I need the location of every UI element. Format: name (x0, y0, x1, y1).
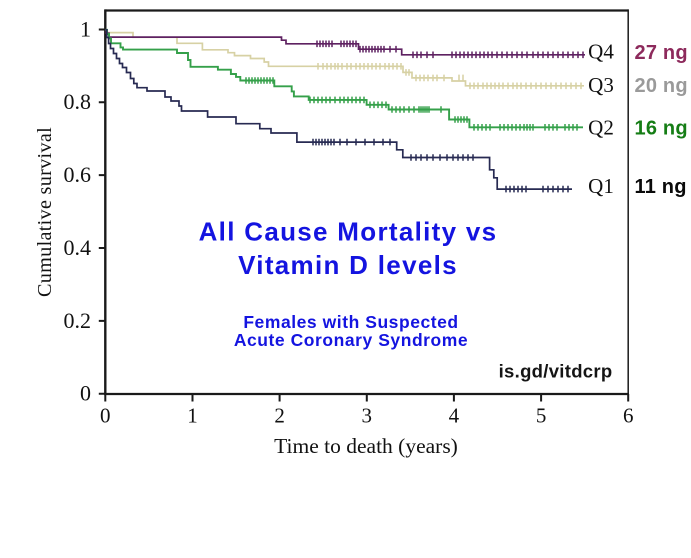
svg-text:Q2: Q2 (588, 115, 614, 139)
svg-text:27 ng: 27 ng (635, 42, 688, 64)
svg-text:11 ng: 11 ng (635, 176, 687, 198)
svg-text:Q4: Q4 (588, 40, 614, 64)
svg-text:4: 4 (449, 404, 460, 428)
svg-text:Vitamin D levels: Vitamin D levels (238, 250, 458, 280)
svg-text:Females with Suspected: Females with Suspected (243, 312, 458, 332)
svg-text:0.6: 0.6 (64, 162, 92, 187)
svg-text:16 ng: 16 ng (635, 117, 688, 139)
svg-text:Time to death (years): Time to death (years) (274, 434, 458, 458)
svg-text:1: 1 (187, 404, 198, 428)
svg-text:5: 5 (536, 404, 547, 428)
svg-text:Cumulative survival: Cumulative survival (34, 127, 56, 297)
svg-text:2: 2 (274, 404, 285, 428)
svg-text:1: 1 (80, 16, 91, 41)
svg-text:3: 3 (362, 404, 373, 428)
svg-text:is.gd/vitdcrp: is.gd/vitdcrp (499, 361, 613, 382)
svg-text:Q3: Q3 (588, 73, 614, 97)
svg-text:20 ng: 20 ng (635, 75, 688, 97)
svg-text:0: 0 (100, 404, 111, 428)
svg-text:Q1: Q1 (588, 174, 614, 198)
svg-text:Acute Coronary Syndrome: Acute Coronary Syndrome (234, 330, 468, 350)
svg-text:0.4: 0.4 (64, 235, 92, 260)
svg-text:6: 6 (623, 404, 634, 428)
svg-text:0.8: 0.8 (64, 89, 92, 114)
svg-text:0: 0 (80, 381, 91, 406)
svg-text:All Cause Mortality vs: All Cause Mortality vs (199, 216, 498, 246)
svg-text:0.2: 0.2 (64, 308, 92, 333)
